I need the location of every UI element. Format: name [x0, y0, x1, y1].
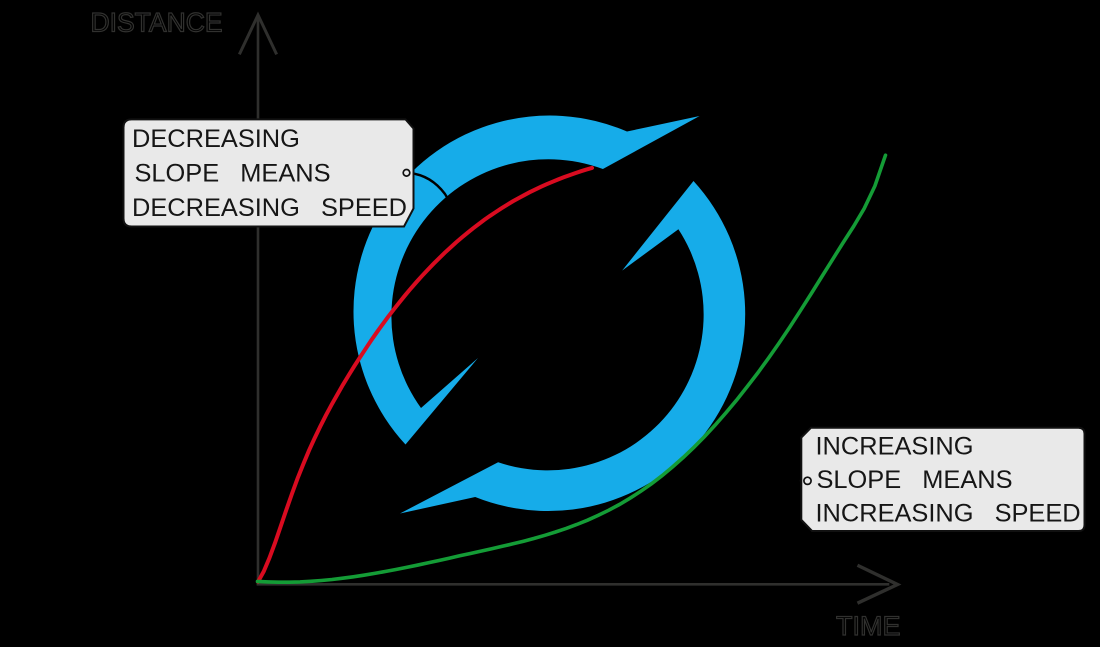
svg-text:DISTANCE: DISTANCE — [91, 8, 223, 38]
svg-text:DECREASING: DECREASING — [132, 125, 300, 153]
svg-text:TIME: TIME — [836, 611, 901, 641]
svg-text:INCREASING: INCREASING — [816, 433, 974, 461]
svg-text:SLOPE MEANS: SLOPE MEANS — [817, 466, 1013, 494]
svg-text:INCREASING SPEED: INCREASING SPEED — [816, 500, 1081, 528]
svg-text:DECREASING SPEED: DECREASING SPEED — [132, 194, 407, 222]
svg-text:SLOPE MEANS: SLOPE MEANS — [135, 160, 331, 188]
